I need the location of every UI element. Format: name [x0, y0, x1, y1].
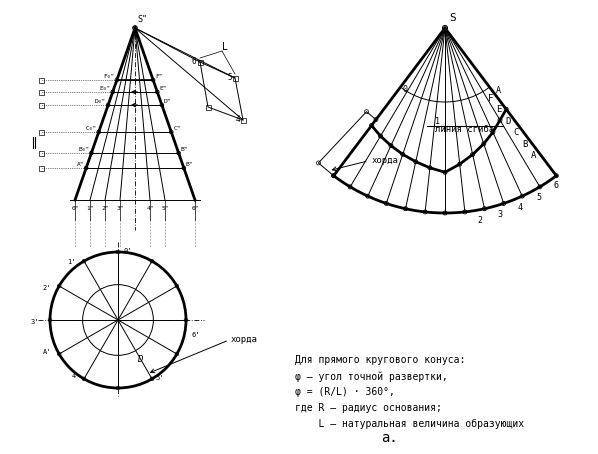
- Text: 1": 1": [86, 206, 94, 211]
- Text: 0': 0': [124, 248, 132, 254]
- Text: 4": 4": [147, 206, 154, 211]
- Text: а.: а.: [382, 431, 398, 445]
- Text: A: A: [530, 151, 536, 160]
- Text: 1': 1': [67, 259, 76, 265]
- Bar: [39, 89, 44, 94]
- Text: 5: 5: [536, 192, 541, 202]
- Text: 2: 2: [477, 216, 482, 225]
- Text: 0: 0: [402, 84, 407, 94]
- Text: L: L: [222, 42, 228, 52]
- Text: L – натуральная величина образующих: L – натуральная величина образующих: [295, 419, 524, 429]
- Bar: [240, 118, 246, 123]
- Text: B": B": [186, 162, 193, 167]
- Text: 6: 6: [191, 58, 196, 66]
- Text: 3': 3': [30, 319, 39, 325]
- Text: 6': 6': [191, 332, 200, 338]
- Text: A': A': [42, 350, 51, 355]
- Bar: [233, 75, 237, 80]
- Text: 6: 6: [554, 181, 559, 190]
- Text: B₀": B₀": [78, 147, 89, 152]
- Bar: [197, 59, 203, 64]
- Text: A": A": [77, 162, 84, 167]
- Text: E₀": E₀": [99, 86, 111, 91]
- Text: F: F: [488, 94, 493, 103]
- Circle shape: [133, 26, 137, 30]
- Text: D₀": D₀": [95, 99, 106, 104]
- Text: C₀": C₀": [86, 126, 97, 131]
- Bar: [39, 150, 44, 156]
- Bar: [39, 129, 44, 134]
- Text: φ – угол точной развертки,: φ – угол точной развертки,: [295, 371, 448, 381]
- Text: C: C: [514, 128, 519, 137]
- Bar: [39, 78, 44, 83]
- Text: 2": 2": [101, 206, 109, 211]
- Text: S": S": [137, 15, 147, 24]
- Text: 4: 4: [517, 202, 522, 212]
- Bar: [39, 166, 44, 171]
- Text: 4: 4: [236, 115, 240, 124]
- Text: 5': 5': [155, 375, 164, 381]
- Text: 6": 6": [191, 206, 199, 211]
- Text: 4': 4': [71, 373, 80, 379]
- Text: E: E: [496, 105, 502, 114]
- Text: B: B: [522, 139, 527, 148]
- Text: 0": 0": [71, 206, 79, 211]
- Text: D: D: [138, 355, 143, 364]
- Text: E": E": [159, 86, 167, 91]
- Text: 5: 5: [227, 74, 232, 83]
- Text: D": D": [164, 99, 172, 104]
- Text: 1: 1: [435, 118, 440, 127]
- Text: 2': 2': [42, 285, 51, 291]
- Text: D: D: [505, 117, 510, 126]
- Text: S: S: [449, 13, 456, 23]
- Text: 3: 3: [498, 210, 502, 219]
- Text: хорда: хорда: [231, 336, 258, 345]
- Text: F₀": F₀": [103, 74, 115, 79]
- Text: 3": 3": [116, 206, 124, 211]
- Text: φ = (R/L) · 360°,: φ = (R/L) · 360°,: [295, 387, 395, 397]
- Text: где R – радиус основания;: где R – радиус основания;: [295, 403, 442, 413]
- Bar: [206, 104, 210, 109]
- Text: хорда: хорда: [372, 156, 398, 165]
- Text: C": C": [173, 126, 181, 131]
- Bar: [39, 103, 44, 108]
- Text: линия сгиба: линия сгиба: [435, 125, 495, 134]
- Text: F": F": [155, 74, 163, 79]
- Text: 5": 5": [161, 206, 169, 211]
- Text: A: A: [496, 86, 501, 95]
- Text: B": B": [181, 147, 188, 152]
- Text: Для прямого кругового конуса:: Для прямого кругового конуса:: [295, 355, 465, 365]
